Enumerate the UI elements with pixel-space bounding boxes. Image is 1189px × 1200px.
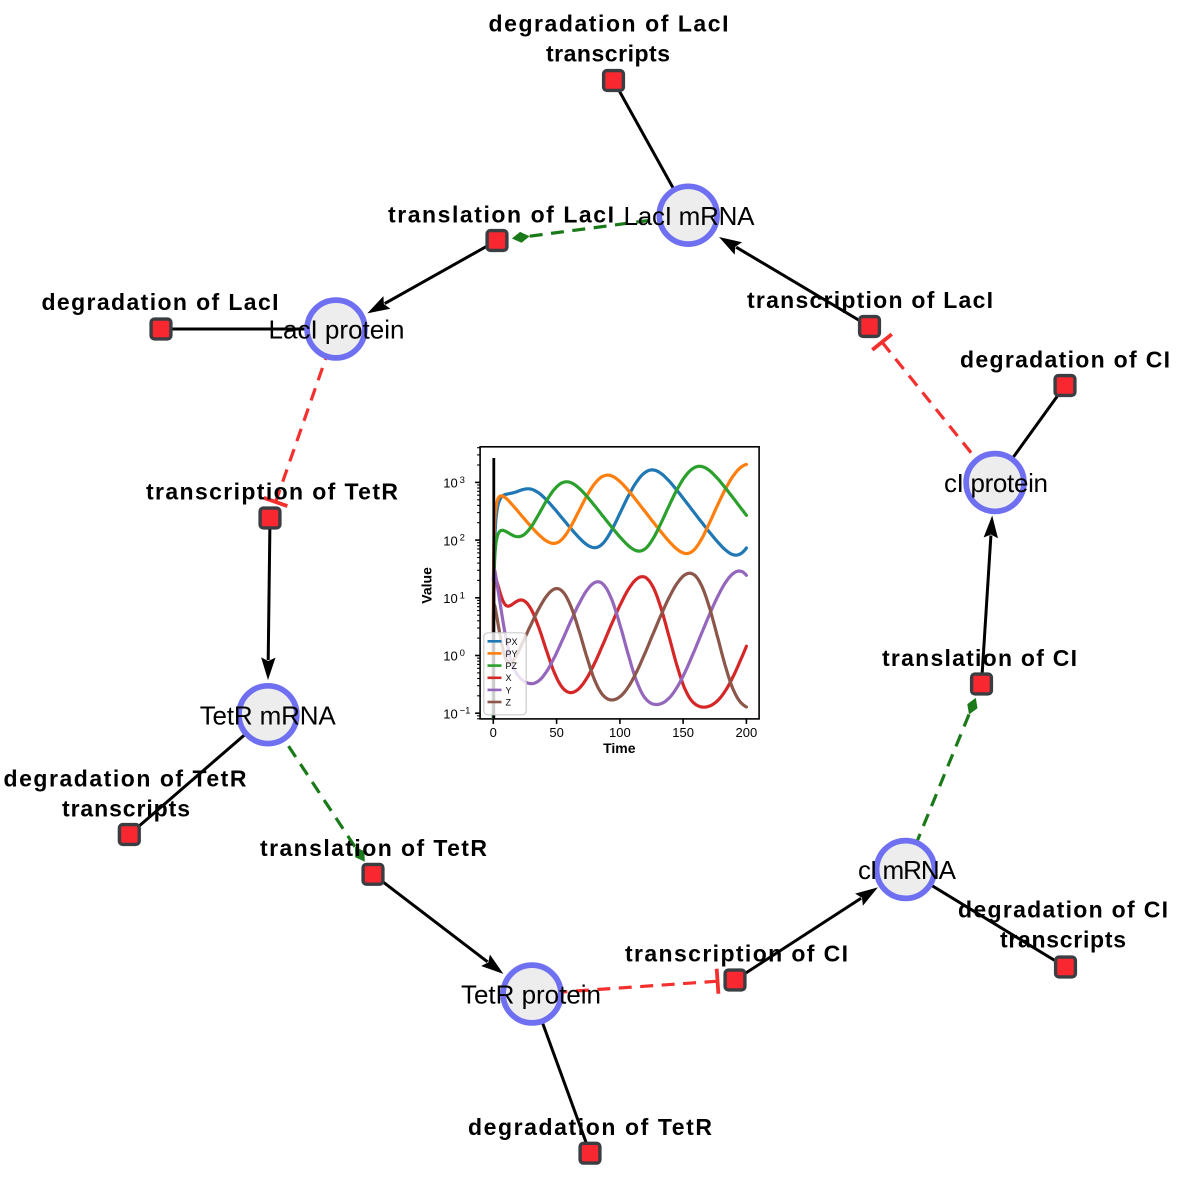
svg-text:PX: PX [506, 637, 518, 647]
svg-text:LacI protein: LacI protein [269, 315, 405, 345]
svg-text:degradation of TetR: degradation of TetR [4, 766, 247, 792]
svg-text:transcripts: transcripts [1000, 927, 1126, 953]
svg-text:transcription of CI: transcription of CI [625, 941, 848, 967]
svg-text:translation of TetR: translation of TetR [260, 835, 487, 861]
svg-text:TetR mRNA: TetR mRNA [200, 700, 337, 730]
svg-text:200: 200 [736, 725, 758, 740]
svg-text:1: 1 [460, 590, 465, 601]
svg-text:degradation of CI: degradation of CI [960, 347, 1170, 373]
svg-text:10: 10 [443, 476, 457, 491]
svg-text:3: 3 [460, 475, 465, 486]
svg-text:TetR protein: TetR protein [461, 980, 601, 1010]
svg-text:0: 0 [490, 725, 497, 740]
svg-text:−1: −1 [460, 706, 471, 717]
svg-text:100: 100 [609, 725, 631, 740]
svg-text:X: X [506, 673, 512, 683]
svg-text:translation of CI: translation of CI [882, 645, 1077, 671]
svg-text:10: 10 [443, 533, 457, 548]
svg-text:Value: Value [418, 567, 434, 604]
svg-text:degradation of LacI: degradation of LacI [42, 289, 279, 315]
svg-text:2: 2 [460, 533, 465, 544]
svg-text:transcripts: transcripts [546, 41, 670, 67]
svg-text:10: 10 [443, 649, 457, 664]
svg-text:cI protein: cI protein [944, 468, 1048, 498]
svg-text:transcription of LacI: transcription of LacI [747, 287, 993, 313]
svg-text:transcripts: transcripts [62, 796, 190, 822]
svg-text:transcription of TetR: transcription of TetR [146, 479, 398, 505]
svg-text:PY: PY [506, 649, 518, 659]
svg-text:0: 0 [460, 648, 465, 659]
svg-text:PZ: PZ [506, 661, 518, 671]
svg-text:Time: Time [603, 740, 636, 756]
svg-text:50: 50 [549, 725, 563, 740]
svg-text:Y: Y [506, 685, 512, 695]
svg-text:translation of LacI: translation of LacI [388, 202, 614, 228]
svg-text:degradation of LacI: degradation of LacI [489, 11, 729, 37]
svg-text:Z: Z [506, 698, 512, 708]
svg-text:LacI mRNA: LacI mRNA [624, 201, 756, 231]
svg-text:cI mRNA: cI mRNA [858, 855, 957, 885]
svg-text:150: 150 [672, 725, 694, 740]
svg-text:10: 10 [443, 706, 457, 721]
svg-text:degradation of TetR: degradation of TetR [468, 1114, 712, 1140]
svg-text:10: 10 [443, 591, 457, 606]
svg-text:degradation of CI: degradation of CI [958, 897, 1168, 923]
